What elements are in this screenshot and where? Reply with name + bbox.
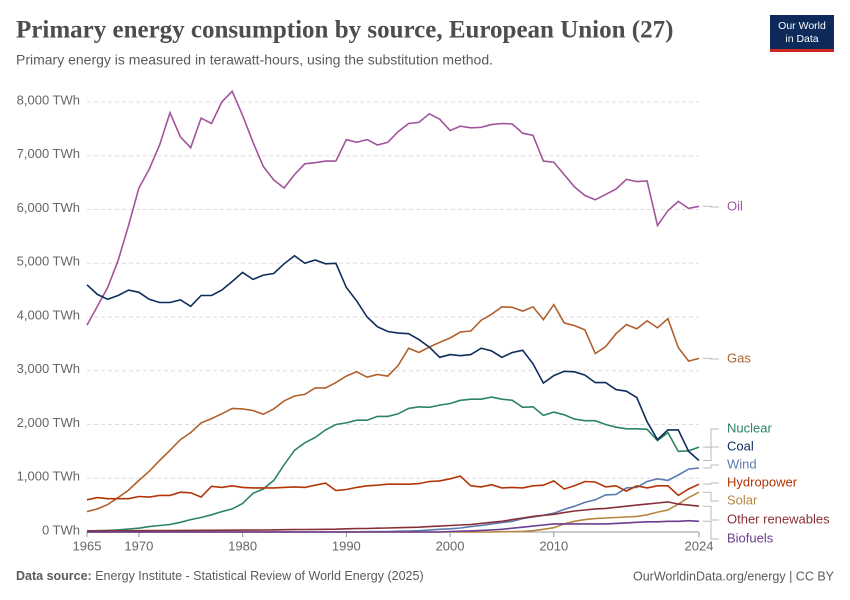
- series-line: [87, 501, 700, 532]
- source-label: Data source:: [16, 569, 92, 583]
- x-tick-label: 2010: [539, 538, 568, 553]
- logo[interactable]: Our World in Data: [770, 15, 834, 52]
- series-label: Wind: [727, 456, 757, 471]
- series-line: [86, 396, 700, 532]
- series-line: [87, 491, 700, 533]
- series-label: Hydropower: [727, 474, 798, 489]
- x-tick-label: 1980: [228, 538, 257, 553]
- label-connector: [703, 491, 719, 502]
- series-label: Gas: [727, 350, 751, 365]
- label-connector: [703, 428, 719, 448]
- logo-text: Our World: [778, 20, 826, 32]
- x-tick-label: 1990: [332, 538, 361, 553]
- label-connector: [703, 464, 719, 469]
- y-tick-label: 8,000 TWh: [17, 92, 80, 107]
- x-tick-label: 2000: [436, 538, 465, 553]
- chart-subtitle: Primary energy is measured in terawatt-h…: [16, 52, 493, 68]
- source: Data source: Energy Institute - Statisti…: [16, 569, 424, 583]
- series-label: Biofuels: [727, 530, 774, 545]
- series-line: [86, 475, 700, 501]
- series-label: Other renewables: [727, 511, 830, 526]
- label-connector: [703, 520, 719, 540]
- series-line: [86, 254, 700, 462]
- y-tick-label: 7,000 TWh: [17, 146, 80, 161]
- series-label: Nuclear: [727, 420, 772, 435]
- label-connector: [703, 205, 719, 208]
- series-label: Oil: [727, 198, 743, 213]
- y-tick-label: 5,000 TWh: [17, 254, 80, 269]
- label-connector: [703, 357, 719, 360]
- logo-bar: [770, 49, 834, 52]
- source-text: Energy Institute - Statistical Review of…: [95, 569, 423, 583]
- footer-link[interactable]: OurWorldinData.org/energy | CC BY: [633, 569, 835, 583]
- series-line: [86, 89, 700, 326]
- x-tick-label: 1970: [124, 538, 153, 553]
- label-connector: [703, 482, 719, 485]
- y-tick-label: 2,000 TWh: [17, 415, 80, 430]
- x-tick-label: 1965: [73, 538, 102, 553]
- series-label: Coal: [727, 438, 754, 453]
- series-label: Solar: [727, 492, 758, 507]
- logo-text: in Data: [785, 33, 818, 45]
- y-tick-label: 4,000 TWh: [17, 307, 80, 322]
- x-tick-label: 2024: [685, 538, 714, 553]
- y-tick-label: 0 TWh: [42, 522, 80, 537]
- y-tick-label: 1,000 TWh: [17, 469, 80, 484]
- chart-title: Primary energy consumption by source, Eu…: [16, 17, 673, 44]
- series-line: [87, 519, 700, 533]
- label-connector: [703, 505, 719, 521]
- logo-box: [770, 15, 834, 51]
- label-connector: [703, 446, 719, 462]
- series-line: [86, 303, 700, 513]
- y-tick-label: 6,000 TWh: [17, 200, 80, 215]
- y-tick-label: 3,000 TWh: [17, 361, 80, 376]
